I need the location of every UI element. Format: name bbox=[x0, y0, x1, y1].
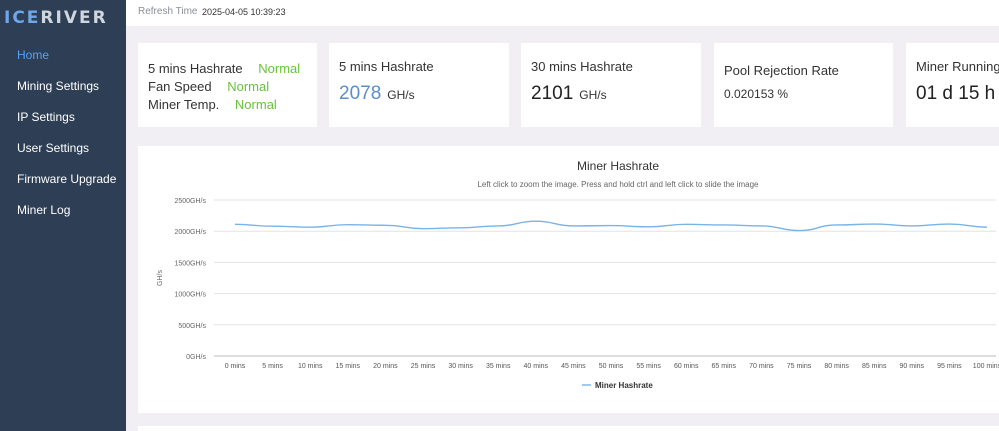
sidebar-item-firmware-upgrade[interactable]: Firmware Upgrade bbox=[17, 172, 117, 186]
y-axis-label: GH/s bbox=[157, 270, 164, 286]
x-tick-label: 0 mins bbox=[225, 363, 246, 370]
y-tick-label: 2500GH/s bbox=[174, 198, 206, 205]
y-tick-label: 1500GH/s bbox=[174, 260, 206, 267]
y-tick-label: 500GH/s bbox=[178, 323, 206, 330]
x-tick-label: 5 mins bbox=[262, 363, 283, 370]
top-bar: Refresh Time 2025-04-05 10:39:23 bbox=[126, 0, 999, 26]
status-badge: Normal bbox=[258, 61, 301, 76]
hashrate-5m-value: 2078 GH/s bbox=[339, 83, 415, 104]
hashrate-chart-panel: Miner Hashrate Left click to zoom the im… bbox=[138, 146, 999, 413]
series-line-miner-hashrate bbox=[234, 220, 988, 232]
x-tick-label: 75 mins bbox=[787, 363, 812, 370]
x-tick-label: 10 mins bbox=[298, 363, 323, 370]
iceriver-logo: ICERIVER bbox=[4, 8, 108, 28]
chart-title: Miner Hashrate bbox=[576, 159, 660, 173]
y-tick-label: 1000GH/s bbox=[174, 292, 206, 299]
rejection-rate-card: Pool Rejection Rate 0.020153 % bbox=[714, 43, 893, 127]
next-panel-edge bbox=[138, 426, 999, 431]
x-tick-label: 50 mins bbox=[599, 363, 624, 370]
miner-running-value: 01 d 15 h bbox=[916, 83, 996, 104]
x-tick-label: 55 mins bbox=[636, 363, 661, 370]
sidebar-item-mining-settings[interactable]: Mining Settings bbox=[17, 79, 100, 93]
card-title: Miner Running bbox=[916, 59, 999, 74]
status-badge: Normal bbox=[234, 97, 277, 112]
chart-subtitle: Left click to zoom the image. Press and … bbox=[477, 180, 759, 189]
sidebar: ICERIVER Home Mining Settings IP Setting… bbox=[0, 0, 126, 431]
card-title: Pool Rejection Rate bbox=[724, 63, 839, 78]
x-tick-label: 95 mins bbox=[937, 363, 962, 370]
status-badge: Normal bbox=[227, 79, 270, 94]
x-tick-label: 35 mins bbox=[486, 363, 511, 370]
x-tick-label: 25 mins bbox=[411, 363, 436, 370]
x-tick-label: 70 mins bbox=[749, 363, 774, 370]
sidebar-item-miner-log[interactable]: Miner Log bbox=[17, 203, 71, 217]
x-tick-label: 60 mins bbox=[674, 363, 699, 370]
sidebar-item-home[interactable]: Home bbox=[17, 48, 50, 62]
hashrate-chart[interactable]: 0GH/s 500GH/s 1000GH/s 1500GH/s 2000GH/s 2500… bbox=[138, 146, 999, 413]
sidebar-nav: Home Mining Settings IP Settings User Se… bbox=[0, 40, 126, 226]
hashrate-30m-card: 30 mins Hashrate 2101 GH/s bbox=[521, 43, 701, 127]
card-title: 5 mins Hashrate bbox=[339, 59, 434, 74]
x-tick-label: 85 mins bbox=[862, 363, 887, 370]
refresh-time-label: Refresh Time bbox=[138, 6, 198, 17]
x-tick-label: 20 mins bbox=[373, 363, 398, 370]
x-tick-label: 40 mins bbox=[524, 363, 549, 370]
status-row-temp: Miner Temp. Normal bbox=[148, 97, 277, 112]
rejection-rate-value: 0.020153 % bbox=[724, 87, 789, 101]
x-tick-label: 100 mins bbox=[973, 363, 999, 370]
x-tick-label: 45 mins bbox=[561, 363, 586, 370]
miner-running-card: Miner Running 01 d 15 h bbox=[906, 43, 999, 127]
x-tick-label: 30 mins bbox=[448, 363, 473, 370]
status-card: 5 mins Hashrate Normal Fan Speed Normal … bbox=[138, 43, 317, 127]
x-tick-label: 80 mins bbox=[824, 363, 849, 370]
x-tick-label: 90 mins bbox=[900, 363, 925, 370]
legend-label: Miner Hashrate bbox=[595, 381, 653, 390]
y-tick-label: 2000GH/s bbox=[174, 229, 206, 236]
status-row-hashrate: 5 mins Hashrate Normal bbox=[148, 61, 301, 76]
hashrate-5m-card: 5 mins Hashrate 2078 GH/s bbox=[329, 43, 509, 127]
card-title: 30 mins Hashrate bbox=[531, 59, 633, 74]
x-tick-label: 65 mins bbox=[712, 363, 737, 370]
sidebar-item-ip-settings[interactable]: IP Settings bbox=[17, 110, 75, 124]
refresh-time-value: 2025-04-05 10:39:23 bbox=[202, 7, 286, 17]
y-tick-label: 0GH/s bbox=[186, 354, 206, 361]
hashrate-30m-value: 2101 GH/s bbox=[531, 83, 607, 104]
x-tick-label: 15 mins bbox=[336, 363, 361, 370]
status-row-fan: Fan Speed Normal bbox=[148, 79, 270, 94]
sidebar-item-user-settings[interactable]: User Settings bbox=[17, 141, 90, 155]
